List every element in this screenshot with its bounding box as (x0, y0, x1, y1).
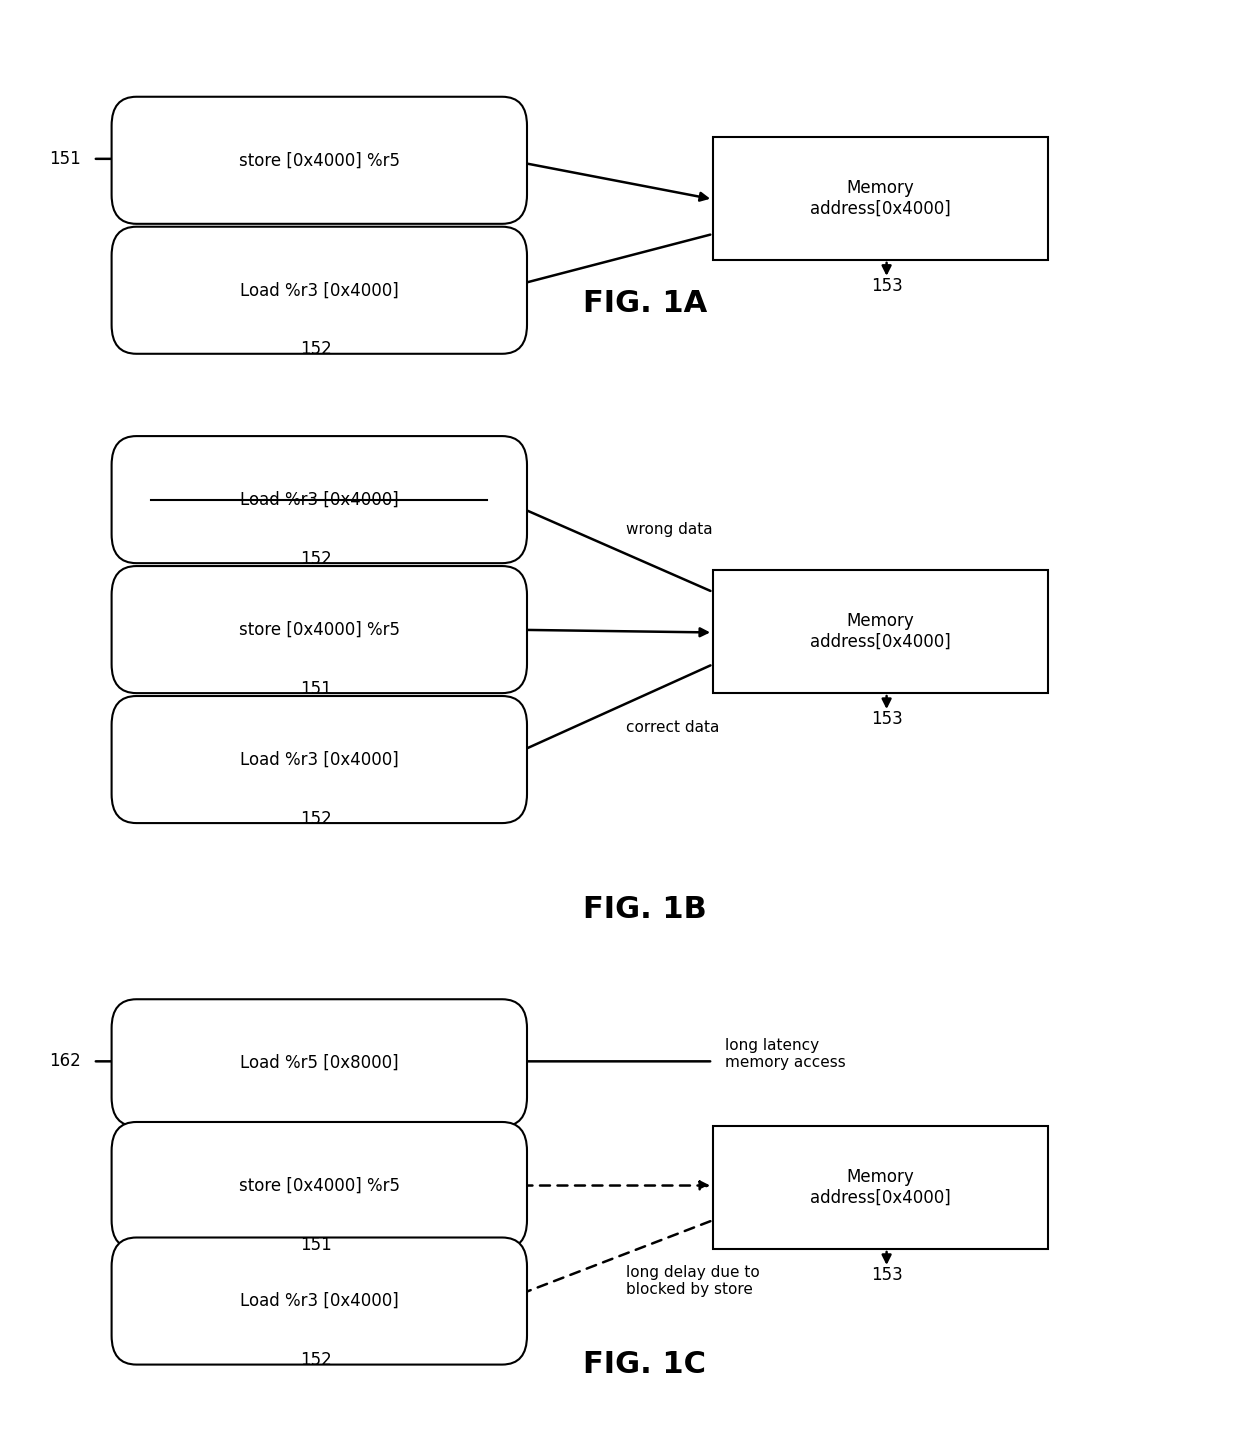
Text: 152: 152 (300, 810, 332, 827)
Text: 151: 151 (48, 150, 81, 168)
FancyBboxPatch shape (112, 436, 527, 563)
Text: 152: 152 (300, 550, 332, 567)
Text: 153: 153 (870, 710, 903, 728)
Text: 153: 153 (870, 1266, 903, 1284)
FancyBboxPatch shape (112, 1238, 527, 1365)
Text: 162: 162 (48, 1053, 81, 1070)
Text: Load %r5 [0x8000]: Load %r5 [0x8000] (241, 1054, 398, 1071)
Text: Memory
address[0x4000]: Memory address[0x4000] (810, 179, 951, 218)
Text: 152: 152 (300, 341, 332, 358)
FancyBboxPatch shape (112, 999, 527, 1126)
FancyBboxPatch shape (713, 1126, 1048, 1249)
Text: FIG. 1B: FIG. 1B (583, 895, 707, 924)
Text: Load %r3 [0x4000]: Load %r3 [0x4000] (239, 282, 399, 299)
FancyBboxPatch shape (112, 1122, 527, 1249)
FancyBboxPatch shape (112, 696, 527, 823)
Text: FIG. 1C: FIG. 1C (583, 1350, 707, 1379)
Text: Memory
address[0x4000]: Memory address[0x4000] (810, 1168, 951, 1207)
Text: wrong data: wrong data (626, 523, 713, 537)
Text: 153: 153 (870, 277, 903, 295)
Text: Load %r3 [0x4000]: Load %r3 [0x4000] (239, 751, 399, 768)
FancyBboxPatch shape (112, 227, 527, 354)
FancyBboxPatch shape (713, 570, 1048, 693)
FancyBboxPatch shape (112, 566, 527, 693)
Text: long delay due to
blocked by store: long delay due to blocked by store (626, 1265, 760, 1297)
Text: correct data: correct data (626, 721, 719, 735)
Text: Load %r3 [0x4000]: Load %r3 [0x4000] (239, 1292, 399, 1310)
Text: 151: 151 (300, 1236, 332, 1253)
Text: long latency
memory access: long latency memory access (725, 1038, 846, 1070)
Text: Load %r3 [0x4000]: Load %r3 [0x4000] (239, 491, 399, 508)
FancyBboxPatch shape (112, 97, 527, 224)
Text: 151: 151 (300, 680, 332, 697)
Text: FIG. 1A: FIG. 1A (583, 289, 707, 318)
Text: Memory
address[0x4000]: Memory address[0x4000] (810, 612, 951, 651)
Text: 152: 152 (300, 1352, 332, 1369)
Text: store [0x4000] %r5: store [0x4000] %r5 (239, 152, 399, 169)
Text: store [0x4000] %r5: store [0x4000] %r5 (239, 621, 399, 638)
FancyBboxPatch shape (713, 137, 1048, 260)
Text: store [0x4000] %r5: store [0x4000] %r5 (239, 1177, 399, 1194)
